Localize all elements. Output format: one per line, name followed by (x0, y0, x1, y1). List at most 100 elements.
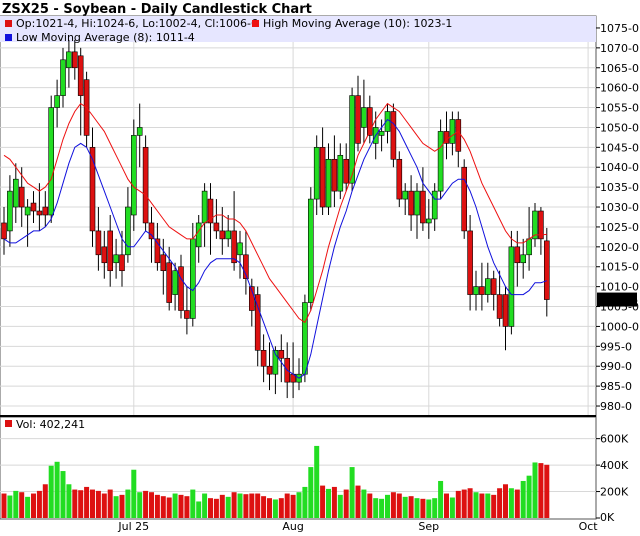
candle-body (42, 206, 49, 216)
time-axis: Jul 25 Aug Sep Oct (117, 520, 598, 533)
volume-bar (337, 494, 343, 518)
price-tick-label: 1000-0 (600, 320, 639, 333)
volume-bar (48, 465, 54, 518)
volume-bar (361, 489, 367, 518)
volume-bar (373, 498, 379, 518)
candle-body (543, 240, 550, 300)
high-ma-legend-text: High Moving Average (10): 1023-1 (263, 17, 452, 30)
candle-body (231, 230, 237, 264)
volume-bar (137, 492, 143, 518)
volume-bar (113, 496, 119, 518)
volume-bar (166, 497, 172, 518)
volume-bar (131, 469, 137, 518)
candle-body (331, 158, 338, 192)
volume-bar (426, 499, 432, 518)
candle-body (72, 51, 78, 69)
candle-body (272, 350, 279, 375)
candle-body (95, 230, 102, 256)
volume-bar (526, 475, 532, 518)
candle-body (148, 222, 155, 240)
candle-body (325, 158, 332, 208)
candle-body (508, 246, 515, 327)
candle-body (30, 202, 37, 212)
volume-bar (190, 489, 196, 518)
volume-tick-label: 0K (600, 511, 615, 524)
volume-bar (7, 495, 13, 518)
volume-bar (107, 489, 113, 518)
volume-bar (331, 486, 337, 518)
volume-bar (432, 498, 438, 518)
volume-bar (143, 490, 149, 518)
candle-body (414, 190, 420, 216)
candle-body (532, 210, 538, 240)
volume-bar (225, 496, 231, 518)
low-moving-average-line (3, 118, 547, 379)
volume-bar (125, 489, 131, 518)
volume-tick-label: 400K (600, 459, 629, 472)
candle-body (101, 246, 108, 264)
legend-box (0, 16, 596, 42)
candle-body (319, 147, 326, 208)
candle-body (490, 278, 497, 295)
volume-bar (160, 496, 166, 518)
candle-body (526, 238, 532, 256)
volume-bar (60, 471, 66, 518)
volume-bar (213, 498, 219, 518)
candle-body (160, 254, 167, 272)
volume-bar (449, 497, 455, 518)
price-tick-label: 1025-0 (600, 221, 639, 234)
high-ma-legend-swatch (252, 20, 259, 27)
candle-body (166, 262, 172, 303)
time-tick-label: Aug (282, 520, 303, 533)
price-tick-label: 1010-0 (600, 281, 639, 294)
volume-bar (267, 498, 272, 518)
volume-bar (284, 493, 290, 518)
volume-bar (196, 501, 202, 518)
candle-body (77, 55, 84, 96)
candle-body (396, 158, 403, 200)
candle-body (195, 222, 202, 248)
candle-body (343, 158, 350, 184)
volume-bar (25, 496, 31, 518)
volume-bar (202, 493, 208, 518)
volume-bar (66, 484, 72, 518)
volume-tick-label: 600K (600, 433, 629, 446)
candle-body (178, 266, 184, 311)
volume-bar (290, 494, 296, 518)
candle-body (307, 198, 314, 303)
volume-bar (367, 493, 373, 518)
candle-body (355, 95, 361, 144)
candle-body (184, 310, 190, 319)
candle-body (136, 127, 143, 136)
volume-bar (178, 494, 184, 518)
candle-body (172, 270, 178, 295)
candle-body (89, 147, 96, 232)
high-moving-average-line (3, 102, 547, 324)
volume-bar (538, 463, 544, 518)
volume-bar (278, 498, 284, 518)
volume-bar (101, 493, 107, 518)
volume-bar (42, 484, 48, 518)
volume-bar (31, 493, 36, 518)
candle-body (349, 95, 355, 184)
low-ma-legend-text: Low Moving Average (8): 1011-4 (16, 31, 195, 44)
volume-bar (544, 464, 550, 518)
volume-bar (90, 489, 95, 518)
volume-bar (36, 490, 42, 518)
candle-body (402, 190, 409, 200)
volume-bar (420, 498, 426, 518)
last-price-marker: 1006-6 (597, 292, 638, 307)
candle-body (313, 147, 320, 200)
low-ma-legend-swatch (5, 34, 12, 41)
candle-body (48, 107, 55, 216)
volume-bar (249, 493, 255, 518)
candle-body (366, 107, 373, 136)
price-tick-label: 1065-0 (600, 62, 639, 75)
candle-body (408, 190, 414, 216)
candle-body (60, 59, 66, 96)
volume-bar (272, 499, 278, 518)
volume-bar (467, 488, 473, 518)
volume-bar (19, 492, 25, 518)
candle-body (425, 218, 432, 224)
